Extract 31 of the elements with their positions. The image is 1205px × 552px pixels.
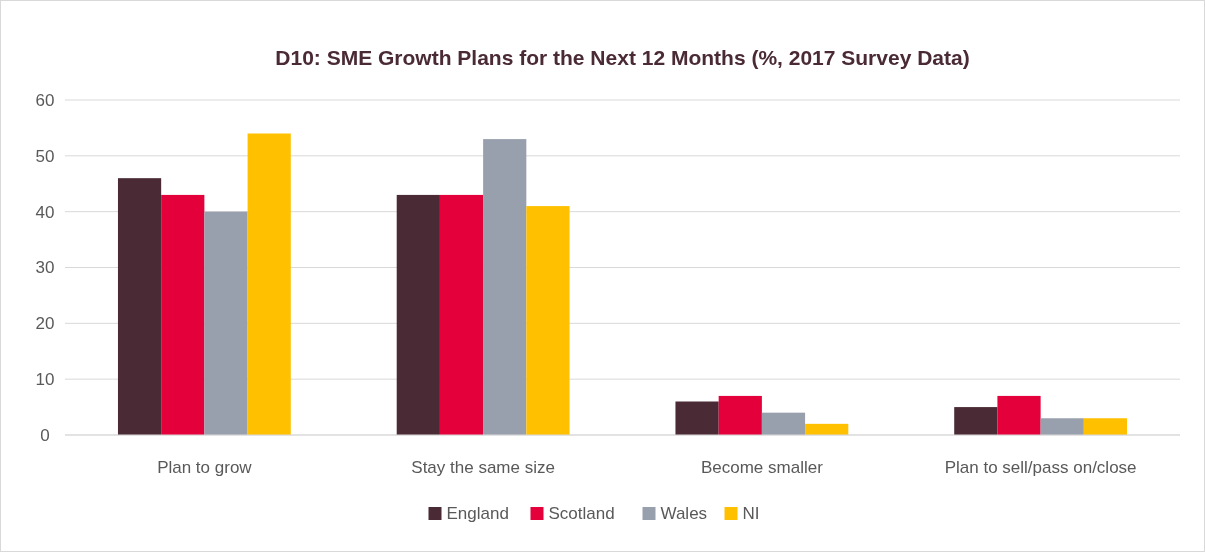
bar bbox=[117, 178, 162, 435]
bar bbox=[483, 139, 527, 435]
bar bbox=[1040, 418, 1084, 435]
bar bbox=[761, 412, 806, 435]
legend-label: England bbox=[446, 504, 509, 523]
bar bbox=[954, 407, 998, 435]
x-tick-label: Stay the same size bbox=[411, 458, 555, 477]
y-tick-label: 40 bbox=[35, 202, 55, 222]
x-tick-label: Plan to grow bbox=[157, 458, 253, 477]
y-tick-label: 50 bbox=[35, 146, 55, 166]
y-tick-label: 60 bbox=[35, 90, 55, 110]
x-tick-label: Become smaller bbox=[700, 458, 824, 477]
bar bbox=[161, 194, 205, 435]
x-tick-label: Plan to sell/pass on/close bbox=[944, 458, 1137, 477]
bar bbox=[247, 133, 291, 435]
legend-label: Scotland bbox=[548, 504, 615, 523]
bar bbox=[526, 206, 570, 435]
chart-title: D10: SME Growth Plans for the Next 12 Months (%, 2017 Survey Data) bbox=[275, 46, 970, 69]
legend-label: NI bbox=[742, 504, 760, 523]
bar bbox=[718, 395, 762, 435]
bar bbox=[439, 194, 484, 435]
y-tick-label: 10 bbox=[35, 370, 55, 390]
legend-label: Wales bbox=[660, 504, 708, 523]
bar bbox=[396, 194, 440, 435]
y-tick-label: 0 bbox=[40, 425, 50, 445]
bar bbox=[997, 395, 1041, 435]
y-tick-label: 20 bbox=[35, 314, 55, 334]
bar bbox=[204, 211, 248, 435]
bar bbox=[675, 401, 719, 435]
y-tick-label: 30 bbox=[35, 258, 55, 278]
bar bbox=[1083, 418, 1128, 435]
